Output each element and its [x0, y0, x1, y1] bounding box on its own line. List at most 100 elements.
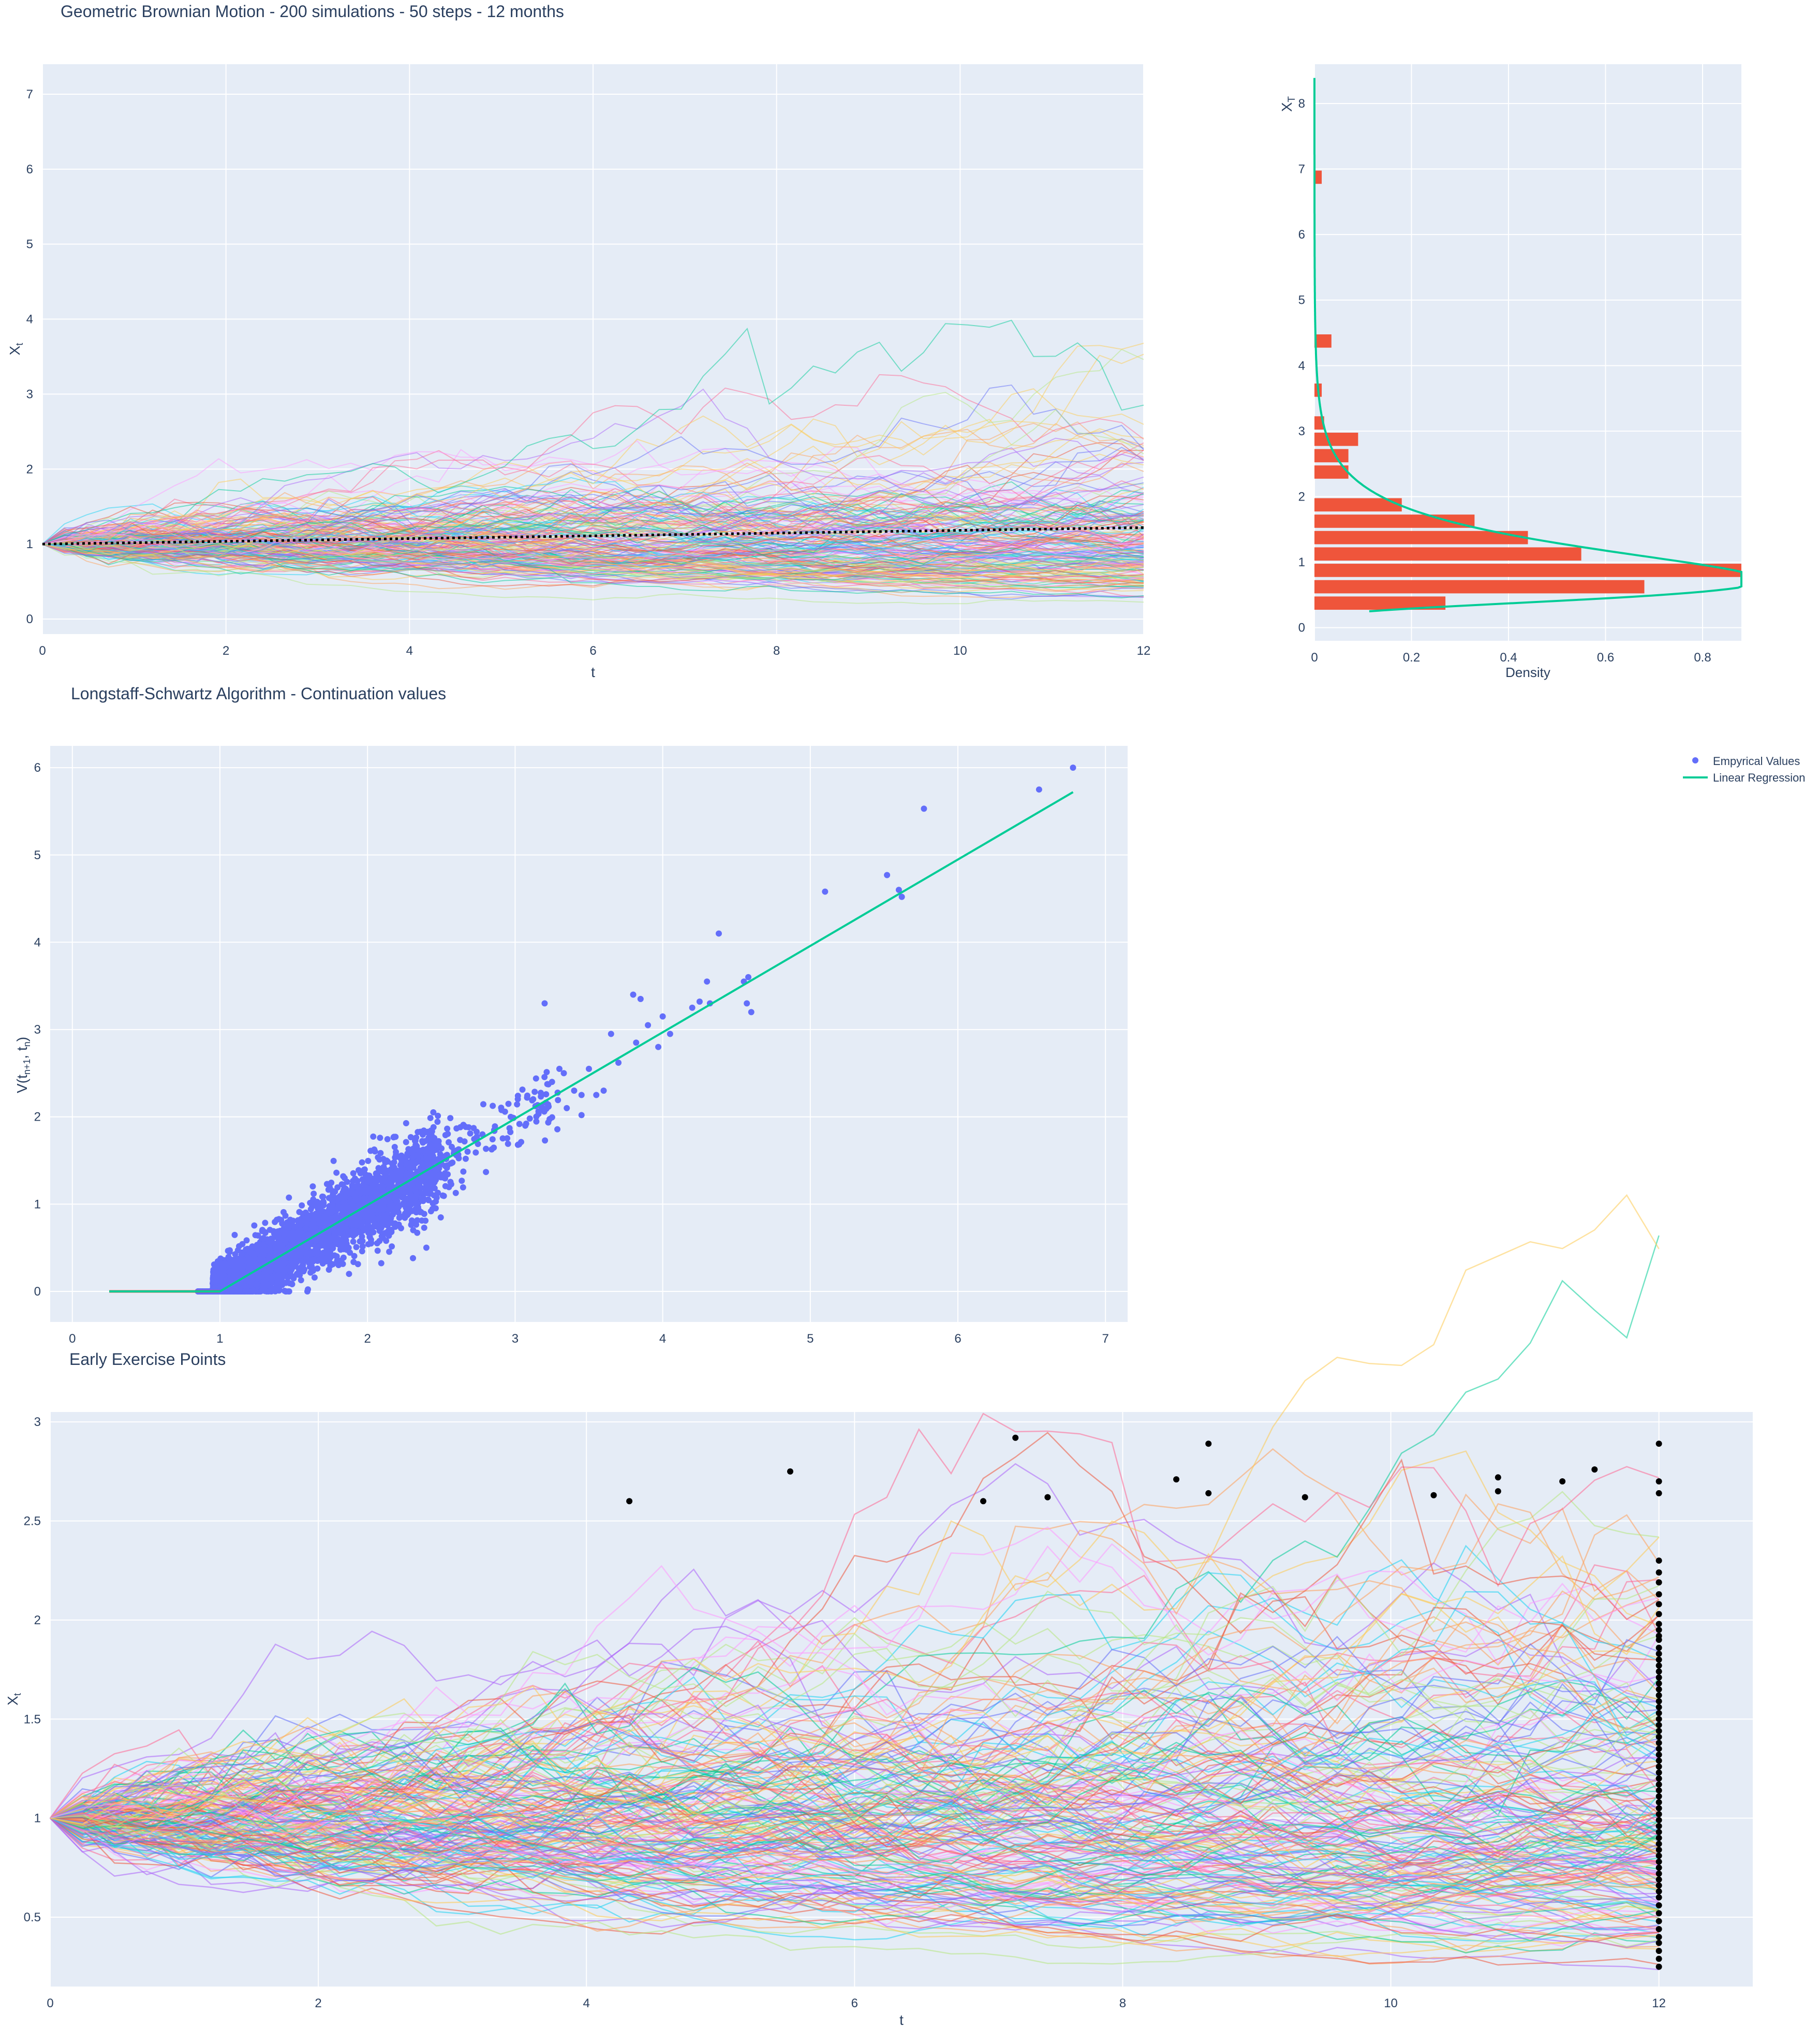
- ls-point: [307, 1206, 314, 1213]
- ls-point: [428, 1128, 435, 1135]
- ee-x-tick-label: 2: [315, 1996, 321, 2010]
- ls-point: [542, 1137, 549, 1144]
- ee-exercise-point: [980, 1498, 987, 1505]
- ee-exercise-point: [1655, 1621, 1662, 1627]
- ee-exercise-point: [1655, 1662, 1662, 1669]
- ls-point: [347, 1249, 353, 1256]
- ls-point: [307, 1199, 314, 1206]
- ls-point: [251, 1222, 258, 1229]
- ls-point: [407, 1200, 414, 1207]
- ee-path: [50, 1630, 1660, 1819]
- ls-point: [297, 1227, 304, 1233]
- ls-point: [460, 1168, 467, 1175]
- ls-point: [435, 1112, 441, 1119]
- ls-point: [608, 1031, 614, 1037]
- gbm-path: [42, 519, 1144, 565]
- ee-paths: [49, 1194, 1660, 1971]
- ls-point: [412, 1178, 419, 1185]
- ls-point: [231, 1231, 238, 1238]
- ls-point: [704, 978, 711, 985]
- ls-point: [359, 1238, 366, 1244]
- ee-path: [50, 1728, 1660, 1835]
- ls-y-tick-label: 1: [34, 1197, 41, 1211]
- ls-point: [253, 1281, 260, 1288]
- ls-point: [505, 1140, 511, 1147]
- ls-point: [288, 1272, 294, 1279]
- ls-point: [409, 1193, 416, 1200]
- gbm-x-tick-label: 2: [223, 644, 229, 658]
- gbm-path: [42, 500, 1144, 566]
- ls-point: [404, 1150, 411, 1157]
- ee-path: [50, 1662, 1659, 1866]
- ls-point: [505, 1100, 512, 1107]
- gbm-path: [42, 543, 1144, 605]
- ls-point: [921, 805, 927, 812]
- hist-x-tick-label: 0: [1311, 651, 1318, 665]
- gbm-y-axis-title: Xt: [7, 343, 25, 356]
- ls-point: [538, 1093, 544, 1100]
- ls-point: [350, 1232, 357, 1239]
- ee-path: [50, 1817, 1659, 1965]
- ee-path: [50, 1590, 1660, 1831]
- ls-point: [262, 1229, 269, 1236]
- hist-bar: [1314, 564, 1741, 577]
- hist-density-curve: [1313, 78, 1742, 612]
- ls-point: [275, 1232, 282, 1239]
- ls-point: [356, 1198, 362, 1205]
- ls-point: [338, 1241, 345, 1247]
- ls-point: [898, 893, 905, 900]
- ee-exercise-point: [1655, 1692, 1662, 1699]
- ls-point: [242, 1288, 249, 1295]
- ls-point: [313, 1237, 320, 1244]
- gbm-path: [42, 450, 1144, 545]
- ls-point: [368, 1217, 375, 1224]
- ee-exercise-point: [1655, 1888, 1662, 1895]
- ls-point: [434, 1119, 441, 1125]
- ls-point: [331, 1252, 338, 1259]
- hist-x-axis-title: Density: [1505, 665, 1550, 680]
- ls-point: [499, 1135, 506, 1142]
- ls-point: [326, 1195, 332, 1201]
- ls-point: [256, 1241, 262, 1248]
- ee-exercise-point: [1655, 1722, 1662, 1728]
- ls-point: [442, 1175, 449, 1182]
- ls-point: [637, 996, 644, 1003]
- ee-path: [50, 1814, 1659, 1935]
- ls-point: [483, 1145, 490, 1152]
- gbm-x-tick-label: 4: [406, 644, 413, 658]
- legend-label-regression: Linear Regression: [1713, 771, 1806, 784]
- ls-point: [211, 1271, 217, 1278]
- ls-point: [615, 1060, 622, 1066]
- ls-point: [414, 1203, 421, 1210]
- ls-point: [259, 1287, 266, 1294]
- ls-point: [516, 1121, 523, 1127]
- ee-exercise-point: [1655, 1963, 1662, 1970]
- ls-point: [535, 1108, 542, 1115]
- ls-point: [396, 1202, 403, 1209]
- ee-exercise-point: [1655, 1926, 1662, 1932]
- ls-point: [571, 1087, 578, 1094]
- ls-point: [286, 1288, 292, 1295]
- gbm-x-axis-title: t: [591, 664, 595, 680]
- ee-exercise-point: [1655, 1902, 1662, 1909]
- ls-point: [519, 1086, 526, 1093]
- ee-path: [50, 1697, 1660, 1852]
- ls-point: [361, 1166, 368, 1173]
- ee-exercise-point: [1655, 1601, 1662, 1608]
- ls-x-tick-label: 5: [807, 1332, 814, 1346]
- ls-point: [483, 1169, 490, 1175]
- ls-point: [406, 1184, 412, 1191]
- ls-point: [310, 1217, 317, 1224]
- ls-point: [289, 1223, 296, 1229]
- ee-path: [50, 1800, 1659, 1902]
- ee-exercise-point: [1655, 1763, 1662, 1770]
- ls-point: [410, 1227, 417, 1233]
- ls-point: [403, 1139, 409, 1145]
- ls-x-tick-label: 4: [659, 1332, 666, 1346]
- ee-exercise-point: [1655, 1704, 1662, 1711]
- ee-y-tick-label: 0.5: [24, 1910, 41, 1924]
- ls-point: [407, 1134, 414, 1140]
- ls-point: [358, 1189, 364, 1196]
- ls-point: [667, 1031, 673, 1037]
- hist-y-tick-label: 3: [1298, 424, 1305, 438]
